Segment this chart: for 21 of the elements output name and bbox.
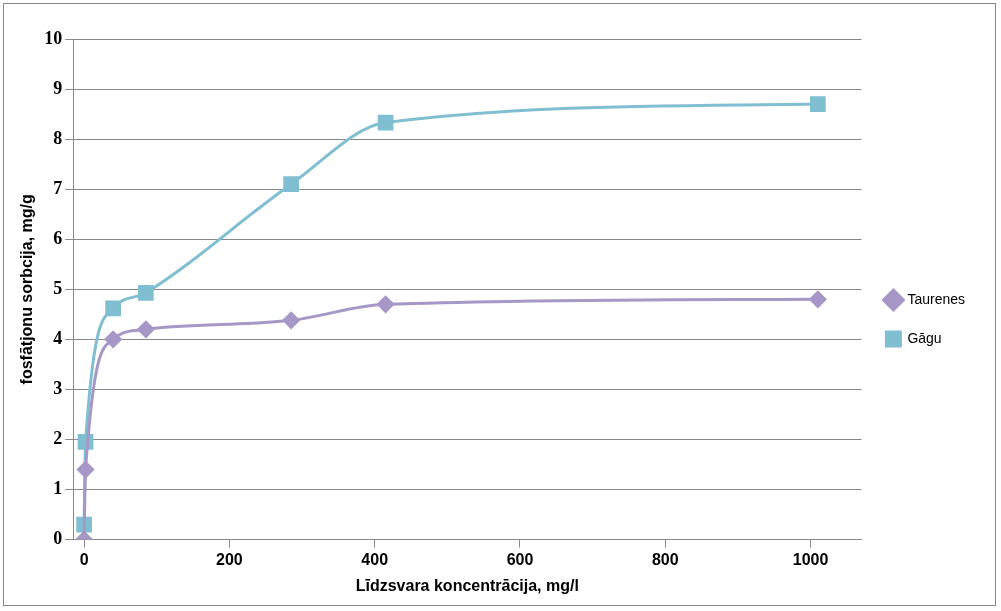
y-tick-label: 9 xyxy=(53,77,63,98)
y-tick-label: 7 xyxy=(53,177,63,198)
x-tick-label: 400 xyxy=(361,550,389,568)
legend-label: Taurenes xyxy=(907,290,965,307)
y-tick-label: 2 xyxy=(53,428,63,449)
y-tick-label: 0 xyxy=(53,528,63,549)
y-tick-label: 10 xyxy=(44,27,63,48)
y-tick-label: 6 xyxy=(53,227,63,248)
y-axis-title: fosfātjonu sorbcija, mg/g xyxy=(18,194,36,385)
y-tick-label: 4 xyxy=(53,328,63,349)
y-tick-label: 8 xyxy=(53,127,63,148)
x-tick-label: 1000 xyxy=(792,550,829,568)
y-tick-label: 3 xyxy=(53,378,63,399)
x-tick-label: 200 xyxy=(216,550,243,568)
y-tick-label: 1 xyxy=(53,478,63,499)
legend-label: Gāgu xyxy=(907,329,942,346)
x-tick-label: 0 xyxy=(79,550,89,568)
x-tick-label: 800 xyxy=(651,550,679,568)
y-tick-label: 5 xyxy=(53,277,63,298)
x-tick-label: 600 xyxy=(506,550,534,568)
x-axis-title: Līdzsvara koncentrācija, mg/l xyxy=(355,576,579,594)
